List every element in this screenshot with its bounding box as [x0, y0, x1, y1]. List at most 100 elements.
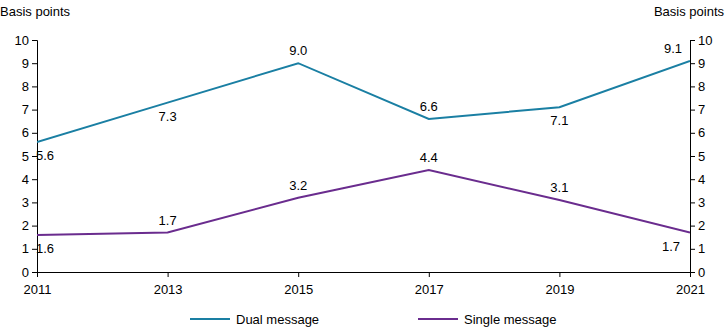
y2-axis-tick-label: 4: [698, 172, 705, 187]
y2-axis-tick-mark: [690, 179, 695, 180]
y2-axis-tick-label: 5: [698, 149, 705, 164]
y2-axis-tick-mark: [690, 40, 695, 41]
x-axis-tick: 2017: [415, 272, 444, 297]
y-axis-tick-label: 4: [22, 172, 29, 187]
y2-axis-tick-label: 7: [698, 102, 705, 117]
data-label: 3.1: [550, 180, 568, 195]
y2-axis-line: [691, 41, 696, 273]
y-axis-tick-mark: [32, 40, 37, 41]
x-axis-tick-mark: [298, 272, 299, 277]
y-axis-tick-label: 6: [22, 125, 29, 140]
x-axis-tick-mark: [168, 272, 169, 277]
data-label: 7.1: [550, 113, 568, 128]
y-axis-tick-mark: [32, 179, 37, 180]
y-axis-tick: 3: [22, 195, 37, 210]
data-label: 7.3: [159, 109, 177, 124]
legend-label: Dual message: [236, 312, 319, 327]
legend-label: Single message: [464, 312, 557, 327]
data-label: 6.6: [420, 99, 438, 114]
y-axis-tick: 5: [22, 149, 37, 164]
data-label: 4.4: [420, 150, 438, 165]
y-axis-tick-label: 3: [22, 195, 29, 210]
y-axis-tick-label: 10: [15, 33, 29, 48]
y2-axis-tick-mark: [690, 226, 695, 227]
x-axis-tick: 2011: [24, 272, 52, 297]
y2-axis-tick: 4: [690, 172, 705, 187]
y-axis-tick: 0: [22, 265, 37, 280]
y2-axis-tick: 10: [690, 33, 712, 48]
x-axis-tick-mark: [690, 272, 691, 277]
y-axis-tick-label: 9: [22, 56, 29, 71]
y-axis-tick: 9: [22, 56, 37, 71]
y-axis-tick: 6: [22, 125, 37, 140]
y-axis-tick-label: 0: [22, 265, 29, 280]
y-axis-tick-mark: [32, 226, 37, 227]
data-label: 1.7: [159, 213, 177, 228]
y-axis-tick-mark: [32, 86, 37, 87]
y-axis-tick: 10: [15, 33, 37, 48]
y2-axis-tick-mark: [690, 63, 695, 64]
line-series: [37, 61, 690, 142]
y-axis-tick-mark: [32, 272, 37, 273]
x-axis-tick-mark: [559, 272, 560, 277]
chart: 0 1 2 3 4 5 6 7 8 9 10 0 1 2 3 4 5 6 7 8 9 10 2011 2013 2015 2017…: [0, 0, 725, 334]
y-axis-tick-mark: [32, 202, 37, 203]
x-axis-tick-label: 2011: [24, 282, 52, 297]
y-axis-tick-label: 2: [22, 218, 29, 233]
data-label: 1.6: [36, 241, 54, 256]
line-series: [37, 170, 690, 235]
y2-axis-tick-label: 8: [698, 79, 705, 94]
y2-axis-tick-mark: [690, 110, 695, 111]
y2-axis-tick-mark: [690, 156, 695, 157]
x-axis-tick-label: 2013: [154, 282, 183, 297]
data-label: 9.1: [664, 41, 682, 56]
x-axis-tick: 2021: [676, 272, 705, 297]
y2-axis-tick-label: 0: [698, 265, 705, 280]
y2-axis-tick: 0: [690, 265, 705, 280]
plot-area: [37, 61, 690, 235]
x-axis-tick-label: 2015: [284, 282, 313, 297]
y2-axis: 0 1 2 3 4 5 6 7 8 9 10: [690, 33, 712, 280]
y-axis-tick: 7: [22, 102, 37, 117]
y-axis-tick-label: 7: [22, 102, 29, 117]
data-label: 1.7: [662, 239, 680, 254]
y2-axis-tick-label: 1: [698, 241, 705, 256]
y2-axis-tick-mark: [690, 133, 695, 134]
y2-axis-tick-label: 10: [698, 33, 712, 48]
y2-axis-tick: 7: [690, 102, 705, 117]
y-axis-tick-label: 8: [22, 79, 29, 94]
y2-axis-tick: 3: [690, 195, 705, 210]
y2-axis-tick: 1: [690, 241, 705, 256]
y2-axis-tick-label: 2: [698, 218, 705, 233]
y2-axis-tick: 6: [690, 125, 705, 140]
legend-swatch: [190, 318, 230, 320]
y2-axis-title: Basis points: [654, 4, 725, 19]
y2-axis-tick-label: 3: [698, 195, 705, 210]
x-axis-tick-label: 2019: [545, 282, 574, 297]
x-axis-tick: 2019: [545, 272, 574, 297]
y-axis-tick: 1: [22, 241, 37, 256]
legend-swatch: [418, 318, 458, 320]
x-axis-tick-mark: [429, 272, 430, 277]
y-axis-tick: 2: [22, 218, 37, 233]
legend: Dual message Single message: [190, 312, 557, 327]
y-axis-tick-mark: [32, 133, 37, 134]
y-axis: 0 1 2 3 4 5 6 7 8 9 10: [15, 33, 38, 280]
x-axis-tick-mark: [37, 272, 38, 277]
y2-axis-tick-mark: [690, 86, 695, 87]
x-axis-tick-label: 2017: [415, 282, 444, 297]
y2-axis-tick-label: 9: [698, 56, 705, 71]
y2-axis-tick-mark: [690, 202, 695, 203]
y2-axis-tick: 9: [690, 56, 705, 71]
y-axis-tick-label: 5: [22, 149, 29, 164]
y2-axis-tick-mark: [690, 249, 695, 250]
data-label: 5.6: [36, 148, 54, 163]
y-axis-tick: 8: [22, 79, 37, 94]
y-axis-tick-label: 1: [22, 241, 29, 256]
y2-axis-tick: 8: [690, 79, 705, 94]
data-labels: 5.67.39.06.67.19.11.61.73.24.43.11.7: [36, 41, 682, 256]
y2-axis-tick-label: 6: [698, 125, 705, 140]
x-axis: 2011 2013 2015 2017 2019 2021: [24, 272, 705, 297]
y2-axis-tick: 5: [690, 149, 705, 164]
x-axis-line: [38, 273, 691, 278]
